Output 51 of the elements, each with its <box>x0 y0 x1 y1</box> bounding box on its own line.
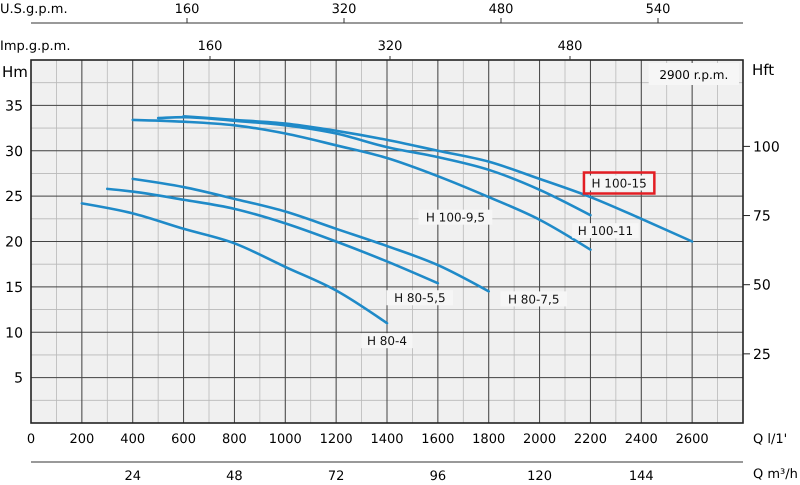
text: 480 <box>558 39 582 54</box>
y-axis-title: Hm <box>2 63 28 81</box>
x2-tick-label: 144 <box>628 469 654 484</box>
text: U.S.g.p.m. <box>0 2 68 17</box>
x-tick-label: 2600 <box>676 432 709 447</box>
y2-axis-title: Hft <box>752 61 774 79</box>
y2-tick-label: 75 <box>753 208 771 225</box>
x-tick-label: 1000 <box>268 432 302 447</box>
x2-tick-label: 72 <box>328 469 344 484</box>
x2-tick-label: 48 <box>226 469 243 484</box>
x2-tick-label: 24 <box>124 469 141 484</box>
x-tick-label: 1200 <box>320 432 353 447</box>
y-tick-label: 20 <box>5 234 23 250</box>
y-tick-label: 10 <box>5 325 23 342</box>
y2-tick-label: 25 <box>753 346 771 363</box>
x-tick-label: 1800 <box>472 432 506 447</box>
text: 320 <box>378 39 402 54</box>
series-label: H 100-9,5 <box>426 210 486 225</box>
y-tick-label: 15 <box>5 280 23 296</box>
text: Imp.g.p.m. <box>0 39 70 54</box>
x-tick-label: 1600 <box>421 432 454 447</box>
series-label: H 80-7,5 <box>508 292 560 306</box>
x-tick-label: 200 <box>69 432 94 447</box>
series-label: H 100-11 <box>578 224 634 238</box>
x-axis-title: Q l/1' <box>753 432 788 447</box>
text: 160 <box>174 2 200 17</box>
x2-tick-label: 96 <box>430 469 446 484</box>
text: 320 <box>332 2 356 17</box>
annotation: 2900 r.p.m. <box>659 68 728 82</box>
x2-axis-title: Q m³/h <box>753 467 798 482</box>
x-tick-label: 0 <box>26 432 36 447</box>
x-tick-label: 2400 <box>624 432 658 447</box>
series-label: H 100-15 <box>591 176 647 190</box>
x-tick-label: 2200 <box>574 432 607 447</box>
series-label: H 80-5,5 <box>394 291 446 306</box>
y-tick-label: 5 <box>14 370 23 387</box>
text: 540 <box>646 2 670 17</box>
x-tick-label: 1400 <box>370 432 404 447</box>
y-tick-label: 25 <box>5 189 23 206</box>
x-tick-label: 600 <box>171 432 196 447</box>
y-tick-label: 35 <box>5 98 23 114</box>
y2-tick-label: 50 <box>753 278 771 294</box>
text: 480 <box>488 2 514 17</box>
x-tick-label: 2000 <box>523 432 556 447</box>
x-tick-label: 400 <box>120 432 146 447</box>
text: 160 <box>198 39 222 54</box>
y-tick-label: 30 <box>5 144 23 160</box>
x-tick-label: 800 <box>222 432 247 447</box>
x2-tick-label: 120 <box>527 469 552 484</box>
series-label: H 80-4 <box>366 334 408 348</box>
y2-tick-label: 100 <box>753 139 780 156</box>
